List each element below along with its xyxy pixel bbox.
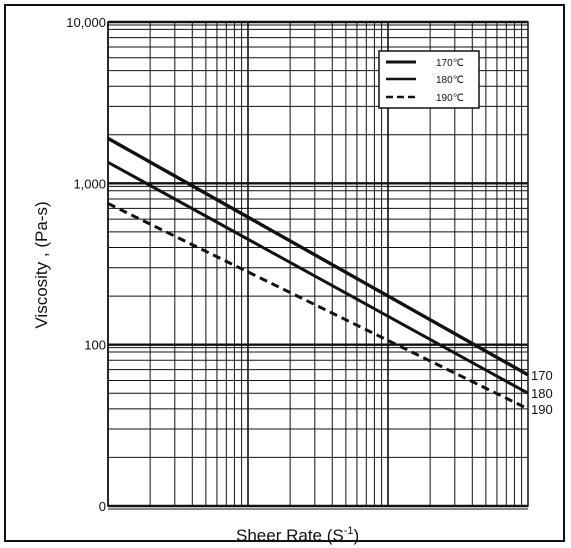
series-lines [107,136,529,411]
y-tick-label: 10,000 [66,15,106,30]
y-tick-labels: 10,000 1,000 100 0 [66,15,106,514]
series-end-label-190: 190 [531,402,553,417]
x-axis-title-exponent: -1 [344,525,354,537]
y-axis-title: Viscosity , (Pa-s) [32,201,51,328]
series-line-190 [107,202,529,411]
y-tick-label: 1,000 [73,176,106,191]
y-tick-label: 0 [99,499,106,514]
series-end-label-170: 170 [531,368,553,383]
legend-label-170: 170℃ [436,58,464,69]
x-axis-title: Sheer Rate (S-1) [236,525,359,545]
series-line-170 [107,136,529,377]
legend: 170℃ 180℃ 190℃ [378,50,480,109]
legend-label-190: 190℃ [436,93,464,104]
x-axis-title-close: ) [354,526,360,545]
y-tick-label: 100 [84,338,106,353]
series-line-180 [107,160,529,395]
series-end-label-180: 180 [531,386,553,401]
x-axis-title-main: Sheer Rate (S [236,526,344,545]
legend-label-180: 180℃ [436,75,464,86]
